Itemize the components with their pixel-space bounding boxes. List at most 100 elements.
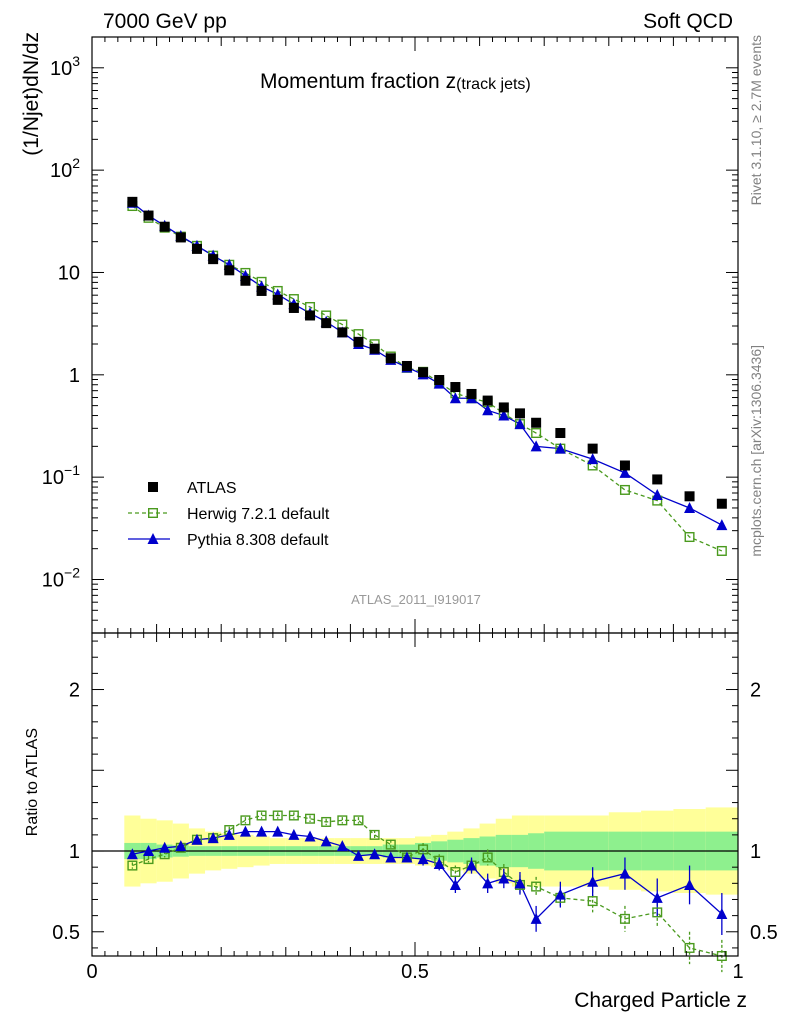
herwig-ratio-point xyxy=(385,839,396,850)
legend-label: ATLAS xyxy=(187,480,237,497)
pythia-ratio-point xyxy=(126,848,138,860)
pythia-ratio-point xyxy=(385,851,397,863)
y-tick-label-base: 10 xyxy=(50,160,72,182)
pythia-point xyxy=(619,466,631,478)
herwig-ratio-point xyxy=(256,810,267,821)
y-tick-label-base: 10 xyxy=(58,262,80,284)
atlas-point xyxy=(288,302,299,313)
atlas-point xyxy=(385,353,396,364)
herwig-ratio-point xyxy=(652,907,663,918)
pythia-ratio-point xyxy=(587,875,599,887)
herwig-ratio-point xyxy=(272,810,283,821)
atlas-point xyxy=(175,232,186,243)
x-tick-label: 0.5 xyxy=(401,961,429,983)
herwig-point xyxy=(619,484,630,495)
herwig-point xyxy=(531,428,542,439)
y-tick-label-ratio: 1 xyxy=(69,841,80,863)
atlas-point xyxy=(321,318,332,329)
y-tick-label-ratio-right: 0.5 xyxy=(750,922,778,944)
atlas-point xyxy=(482,395,493,406)
pythia-point xyxy=(530,440,542,452)
atlas-point xyxy=(143,210,154,221)
ratio-panel-frame xyxy=(91,632,739,957)
herwig-line xyxy=(131,205,723,552)
pythia-ratio-point xyxy=(207,832,219,844)
herwig-ratio-point xyxy=(240,815,251,826)
y-tick-label-base: 10 xyxy=(42,569,64,591)
atlas-point xyxy=(555,428,566,439)
atlas-point xyxy=(191,243,202,254)
chart-title-main: Momentum fraction z xyxy=(260,70,456,93)
x-tick-label: 0 xyxy=(86,961,97,983)
y-tick-label-base: 10 xyxy=(42,467,64,489)
pythia-point xyxy=(514,418,526,430)
atlas-point xyxy=(272,294,283,305)
pythia-ratio-point xyxy=(352,849,364,861)
pythia-point xyxy=(482,404,494,416)
source-label: mcplots.cern.ch [arXiv:1306.3436] xyxy=(748,345,764,557)
herwig-ratio-point xyxy=(482,852,493,863)
pythia-ratio-point xyxy=(401,851,413,863)
herwig-ratio-point xyxy=(587,896,598,907)
pythia-point xyxy=(554,442,566,454)
pythia-ratio-point xyxy=(530,912,542,924)
atlas-point xyxy=(256,285,267,296)
y-tick-label-main: 1 xyxy=(69,365,80,387)
y-tick-label-exponent: 3 xyxy=(72,53,80,69)
process-label: Soft QCD xyxy=(643,10,733,33)
atlas-point xyxy=(587,443,598,454)
atlas-point xyxy=(466,388,477,399)
pythia-ratio-point xyxy=(716,908,728,920)
y-tick-label-exponent: −2 xyxy=(64,564,80,580)
pythia-point xyxy=(684,501,696,513)
y-tick-label-main: 10−2 xyxy=(42,564,80,591)
pythia-ratio-point xyxy=(304,830,316,842)
pythia-ratio-point xyxy=(417,853,429,865)
y-tick-label-main: 103 xyxy=(50,53,80,80)
atlas-point xyxy=(240,275,251,286)
chart-title: Momentum fraction z(track jets) xyxy=(260,70,531,93)
pythia-ratio-point xyxy=(143,845,155,857)
chart-title-sub: (track jets) xyxy=(456,76,531,93)
pythia-ratio-point xyxy=(159,841,171,853)
y-tick-label-base: 1 xyxy=(69,365,80,387)
pythia-ratio-point xyxy=(191,833,203,845)
atlas-point xyxy=(684,491,695,502)
atlas-point xyxy=(159,221,170,232)
atlas-point xyxy=(208,254,219,265)
pythia-ratio-point xyxy=(651,891,663,903)
x-tick-label: 1 xyxy=(732,961,743,983)
herwig-ratio-point xyxy=(288,810,299,821)
herwig-ratio-point xyxy=(353,815,364,826)
pythia-ratio-point xyxy=(336,840,348,852)
herwig-ratio-point xyxy=(321,816,332,827)
atlas-point xyxy=(450,382,461,393)
herwig-point xyxy=(684,532,695,543)
pythia-ratio-point xyxy=(272,825,284,837)
pythia-ratio-point xyxy=(514,877,526,889)
atlas-point xyxy=(369,343,380,354)
legend-marker xyxy=(147,508,158,519)
pythia-ratio-point xyxy=(239,825,251,837)
atlas-point xyxy=(716,498,727,509)
herwig-ratio-point xyxy=(684,942,695,953)
y-tick-label-ratio-right: 1 xyxy=(750,841,761,863)
pythia-ratio-point xyxy=(433,857,445,869)
atlas-point xyxy=(531,417,542,428)
x-axis-label: Charged Particle z xyxy=(574,989,747,1012)
pythia-ratio-point xyxy=(619,867,631,879)
ratio-panel-data xyxy=(126,810,728,973)
pythia-point xyxy=(587,453,599,465)
y-axis-label-main: (1/Njet)dN/dz xyxy=(20,32,43,156)
pythia-ratio-point xyxy=(554,888,566,900)
main-panel-data xyxy=(126,196,728,556)
atlas-point xyxy=(652,474,663,485)
pythia-ratio-point xyxy=(449,878,461,890)
pythia-ratio-point xyxy=(175,840,187,852)
pythia-ratio-point xyxy=(369,848,381,860)
atlas-point xyxy=(401,360,412,371)
y-tick-label-main: 102 xyxy=(50,155,80,182)
analysis-label: ATLAS_2011_I919017 xyxy=(351,592,481,607)
y-tick-label-ratio: 0.5 xyxy=(52,922,80,944)
